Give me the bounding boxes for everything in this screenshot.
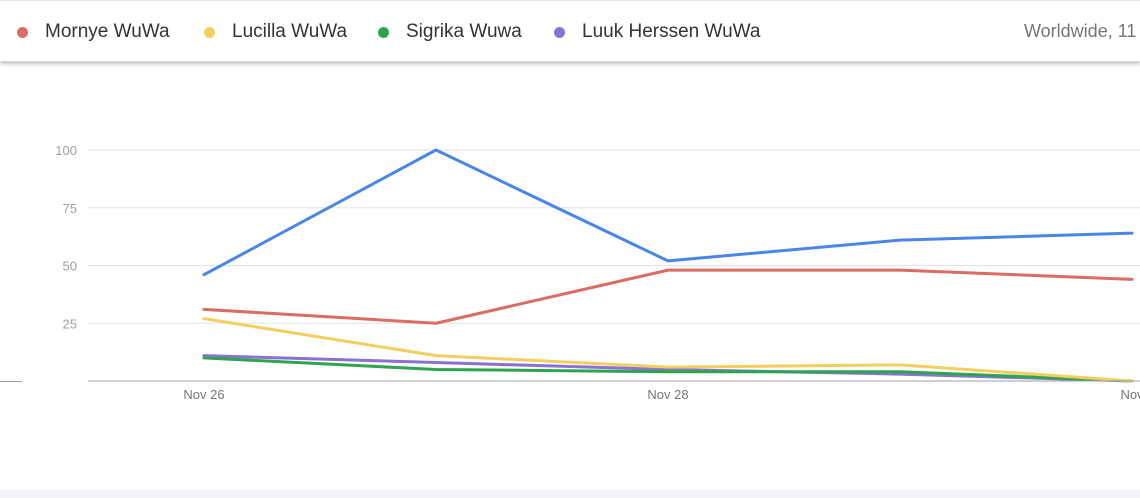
series-line[interactable] xyxy=(202,148,1134,277)
region-selector[interactable]: Worldwide, 11 xyxy=(1024,21,1137,41)
x-tick-label: Nov 26 xyxy=(183,387,224,402)
series-line[interactable] xyxy=(202,268,1134,325)
y-tick-label: 25 xyxy=(63,316,77,331)
legend-label: Mornye WuWa xyxy=(45,21,170,42)
series-line[interactable] xyxy=(202,354,1134,383)
legend-dot-icon xyxy=(204,26,215,38)
legend-label: Luuk Herssen WuWa xyxy=(582,21,761,42)
legend-item-lucilla[interactable]: Lucilla WuWa xyxy=(204,21,347,43)
axis-stub xyxy=(0,381,22,382)
x-tick-label: Nov 28 xyxy=(647,387,688,402)
legend-item-luuk[interactable]: Luuk Herssen WuWa xyxy=(554,21,760,43)
legend-item-mornye[interactable]: Mornye WuWa xyxy=(17,21,170,43)
legend-bar: Mornye WuWa Lucilla WuWa Sigrika Wuwa Lu… xyxy=(0,0,1140,62)
series-line[interactable] xyxy=(202,356,1134,383)
y-tick-label: 75 xyxy=(63,201,77,216)
series-line[interactable] xyxy=(202,317,1134,383)
page-footer-strip xyxy=(0,490,1140,498)
interest-over-time-chart: 25 50 75 100 Nov 26 Nov 28 Nov xyxy=(55,143,1140,402)
legend-dot-icon xyxy=(554,26,565,38)
legend-label: Sigrika Wuwa xyxy=(406,21,522,42)
legend-dot-icon xyxy=(17,26,28,38)
x-tick-label: Nov xyxy=(1120,387,1140,402)
legend-label: Lucilla WuWa xyxy=(232,21,348,42)
legend-item-sigrika[interactable]: Sigrika Wuwa xyxy=(378,21,522,43)
y-tick-label: 100 xyxy=(55,143,77,158)
legend-dot-icon xyxy=(378,26,389,38)
y-tick-label: 50 xyxy=(63,259,77,274)
